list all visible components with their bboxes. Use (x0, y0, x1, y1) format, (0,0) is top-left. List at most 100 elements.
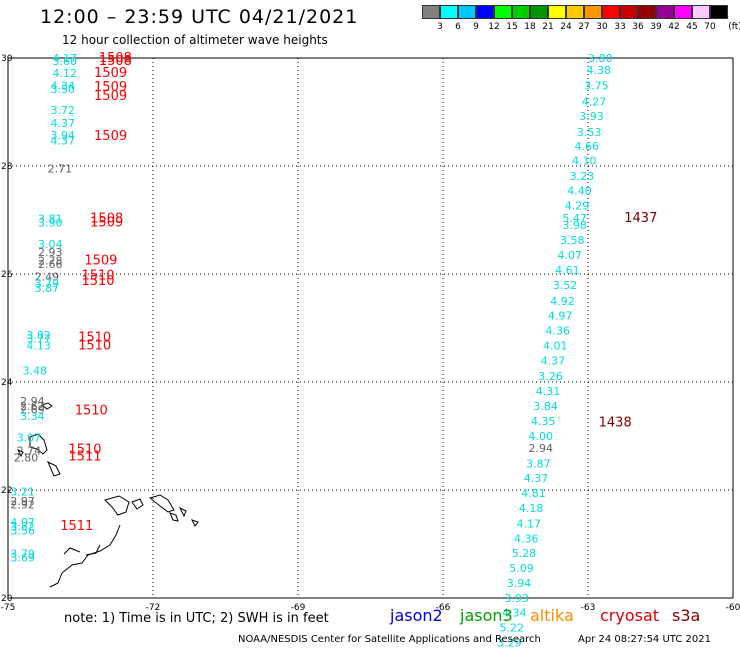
swh-label: 3.79 (10, 548, 35, 561)
legend-swatch (656, 5, 674, 19)
swh-label: 3.93 (504, 592, 528, 605)
swh-label: 4.34 (51, 79, 76, 92)
swh-label: 4.36 (514, 532, 539, 545)
swh-label: 3.87 (526, 457, 551, 470)
legend-label: 15 (506, 22, 518, 32)
swh-label: 4.92 (550, 295, 575, 308)
coastline (63, 547, 81, 555)
legend-label: 12 (488, 22, 500, 32)
coastline (85, 544, 101, 556)
time-label: 1510 (81, 268, 114, 283)
swh-label: 3.52 (553, 279, 578, 292)
time-label: 1438 (599, 415, 632, 430)
legend-swatch (476, 5, 494, 19)
lon-tick-label: -66 (436, 603, 451, 613)
swh-label: 4.35 (531, 415, 556, 428)
satellite-label-s3a: s3a (672, 606, 701, 625)
swh-label: 2.80 (14, 451, 39, 464)
time-label: 1510 (78, 331, 111, 346)
coastline (131, 498, 144, 510)
swh-label: 3.90 (38, 216, 63, 229)
coastline (49, 524, 121, 588)
legend-label: 9 (473, 22, 479, 32)
swh-label: 3.29 (497, 637, 521, 650)
swh-label: 3.53 (577, 126, 602, 139)
swh-label: 4.27 (582, 96, 607, 109)
lat-tick-label: 26 (1, 270, 13, 280)
swh-label: 4.37 (51, 134, 76, 147)
swh-label: 3.50 (51, 83, 76, 96)
swh-label: 2.62 (20, 400, 45, 413)
coastline (16, 449, 24, 458)
swh-label: 2.93 (38, 246, 63, 259)
legend-swatch (512, 5, 530, 19)
swh-label: 2.49 (35, 270, 60, 283)
coastline (40, 402, 53, 410)
swh-label: 4.66 (574, 140, 599, 153)
swh-label: 4.31 (536, 385, 561, 398)
swh-label: 4.37 (541, 355, 566, 368)
coastline (29, 433, 48, 455)
swh-label: 3.04 (38, 238, 63, 251)
time-label: 1508 (99, 54, 132, 69)
swh-label: 3.93 (579, 110, 604, 123)
legend-label: 45 (686, 22, 698, 32)
legend-swatch (602, 5, 620, 19)
legend-unit: (ft) (728, 22, 740, 32)
swh-label: 4.36 (545, 324, 570, 337)
swh-label: 3.56 (10, 524, 35, 537)
swh-label: 4.34 (502, 606, 527, 619)
time-label: 1508 (99, 51, 132, 66)
swh-label: 4.07 (10, 516, 35, 529)
time-label: 1509 (84, 253, 117, 268)
swh-label: 3.72 (51, 104, 76, 117)
swh-label: 3.26 (538, 370, 563, 383)
swh-label: 4.00 (529, 430, 554, 443)
time-label: 1511 (68, 449, 101, 464)
lat-tick-label: 30 (1, 54, 13, 64)
legend-swatch (674, 5, 692, 19)
swh-label: 4.10 (572, 154, 597, 167)
swh-label: 3.84 (533, 400, 558, 413)
legend-swatch (638, 5, 656, 19)
time-label: 1508 (90, 212, 123, 227)
lon-tick-label: -63 (581, 603, 596, 613)
swh-label: 4.01 (543, 340, 568, 353)
swh-label: 3.98 (562, 219, 587, 232)
swh-label: 4.61 (555, 264, 580, 277)
coastline (148, 494, 175, 513)
swh-label: 4.29 (565, 200, 590, 213)
satellite-label-altika: altika (530, 606, 574, 625)
legend-swatch (692, 5, 710, 19)
swh-label: 4.97 (548, 309, 573, 322)
swh-label: 4.37 (51, 117, 76, 130)
legend-label: 6 (455, 22, 461, 32)
legend-swatch (440, 5, 458, 19)
swh-label: 3.60 (52, 55, 77, 68)
time-label: 1509 (94, 129, 127, 144)
swh-label: 5.09 (509, 562, 534, 575)
time-label: 1510 (75, 403, 108, 418)
swh-label: 2.92 (10, 498, 35, 511)
swh-label: 4.40 (567, 185, 592, 198)
lat-tick-label: 24 (1, 378, 13, 388)
swh-label: 4.13 (26, 340, 51, 353)
swh-label: 4.38 (587, 64, 612, 77)
legend-swatch (548, 5, 566, 19)
time-label: 1510 (78, 339, 111, 354)
swh-label: 3.79 (35, 277, 60, 290)
lat-tick-label: 20 (1, 594, 13, 604)
time-label: 1509 (94, 89, 127, 104)
swh-label: 3.48 (23, 364, 48, 377)
time-label: 1437 (624, 211, 657, 226)
coastline (47, 460, 61, 477)
legend-label: 39 (650, 22, 662, 32)
swh-label: 3.80 (588, 52, 613, 65)
legend-swatch (422, 5, 440, 19)
swh-label: 3.75 (584, 79, 609, 92)
swh-label: 3.77 (26, 333, 51, 346)
map-frame (7, 57, 734, 599)
time-label: 1510 (68, 442, 101, 457)
legend-swatch (620, 5, 638, 19)
